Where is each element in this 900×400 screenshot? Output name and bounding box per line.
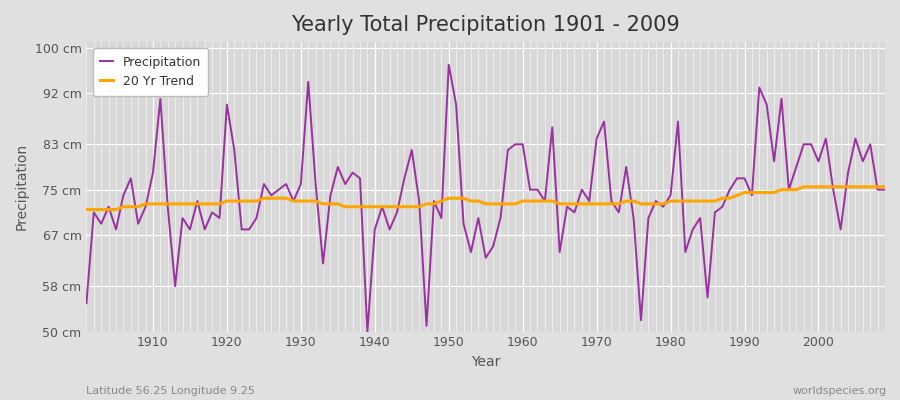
Precipitation [525,187,535,192]
Precipitation [302,80,313,84]
Legend: Precipitation, 20 Yr Trend: Precipitation, 20 Yr Trend [93,48,209,96]
Precipitation [532,187,543,192]
20 Yr Trend [798,184,809,189]
Precipitation [140,204,151,209]
Text: Latitude 56.25 Longitude 9.25: Latitude 56.25 Longitude 9.25 [86,386,255,396]
Text: worldspecies.org: worldspecies.org [792,386,886,396]
Precipitation [621,164,632,169]
20 Yr Trend [606,202,616,206]
20 Yr Trend [302,199,313,204]
Precipitation [444,62,454,67]
20 Yr Trend [518,199,528,204]
Precipitation [879,187,890,192]
Precipitation [362,329,373,334]
Precipitation [347,170,358,175]
Title: Yearly Total Precipitation 1901 - 2009: Yearly Total Precipitation 1901 - 2009 [292,15,680,35]
20 Yr Trend [510,202,521,206]
X-axis label: Year: Year [471,355,500,369]
20 Yr Trend [81,207,92,212]
20 Yr Trend [347,204,358,209]
Y-axis label: Precipitation: Precipitation [15,143,29,230]
20 Yr Trend [879,184,890,189]
Precipitation [81,301,92,306]
Line: Precipitation: Precipitation [86,65,885,332]
Line: 20 Yr Trend: 20 Yr Trend [86,187,885,210]
20 Yr Trend [140,202,151,206]
